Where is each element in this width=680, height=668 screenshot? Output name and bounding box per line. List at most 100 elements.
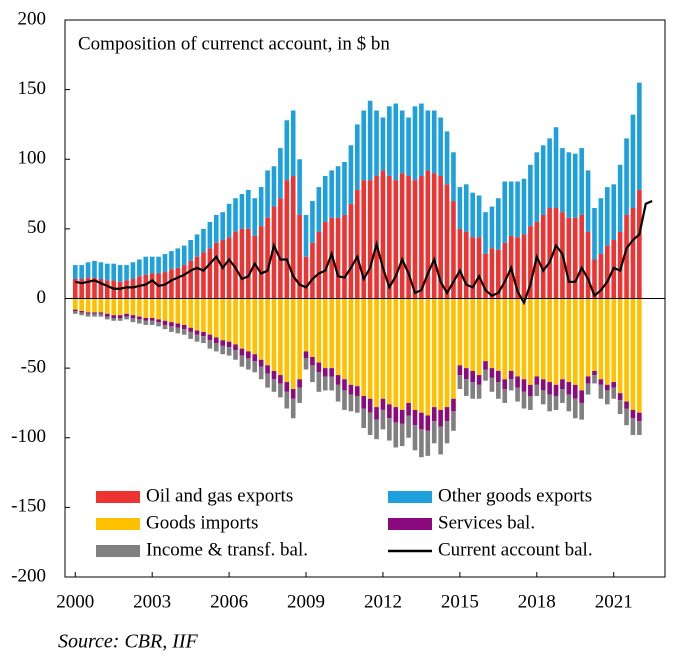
bar-segment (528, 226, 533, 299)
bar-segment (470, 370, 475, 383)
bar-segment (508, 370, 514, 380)
bar-segment (271, 370, 277, 380)
bar-segment (496, 249, 501, 299)
bar-segment (476, 384, 482, 399)
bar-segment (143, 320, 149, 325)
bar-segment (476, 237, 482, 299)
bar-segment (431, 110, 437, 174)
bar-segment (252, 361, 258, 373)
bar-segment (72, 311, 78, 314)
current-account-line (75, 200, 653, 306)
bar-segment (98, 279, 104, 299)
y-tick-label: -100 (11, 426, 46, 447)
bar-segment (284, 298, 290, 383)
bar-segment (246, 298, 251, 352)
bar-segment (483, 369, 488, 381)
bar-segment (175, 327, 181, 334)
bar-segment (233, 350, 238, 360)
bar-segment (239, 194, 245, 229)
bar-segment (98, 298, 104, 313)
bar-segment (572, 398, 578, 419)
bar-segment (335, 298, 341, 376)
bar-segment (406, 402, 411, 416)
bar-segment (444, 184, 450, 299)
bar-segment (213, 298, 219, 338)
y-tick-label: -50 (21, 356, 46, 377)
bar-segment (624, 408, 629, 426)
bar-segment (489, 368, 495, 378)
bar-segment (117, 265, 123, 282)
bar-segment (489, 248, 495, 299)
bar-segment (630, 409, 636, 419)
bar-segment (611, 382, 617, 388)
bar-segment (310, 298, 315, 357)
bar-segment (387, 175, 392, 299)
bar-segment (566, 298, 572, 383)
bar-segment (393, 407, 399, 423)
bar-segment (124, 298, 129, 314)
bar-segment (194, 256, 200, 299)
y-tick-label: 150 (18, 78, 47, 99)
bar-segment (528, 384, 533, 396)
bar-segment (463, 184, 469, 232)
bar-segment (412, 106, 418, 181)
bar-segment (252, 235, 258, 299)
bar-segment (258, 226, 264, 299)
bar-segment (579, 402, 584, 420)
bar-segment (521, 234, 527, 299)
bar-segment (617, 164, 623, 232)
bar-segment (252, 354, 258, 362)
bar-segment (117, 317, 123, 321)
bar-segment (406, 117, 411, 176)
bar-segment (592, 370, 597, 376)
bar-segment (342, 390, 347, 410)
bar-segment (380, 117, 386, 171)
bar-segment (85, 262, 91, 278)
bar-segment (329, 217, 334, 299)
bar-segment (483, 212, 488, 254)
bar-segment (419, 175, 424, 299)
bar-segment (72, 298, 78, 310)
bar-segment (213, 242, 219, 299)
bar-segment (399, 409, 405, 424)
bar-segment (181, 298, 187, 325)
bar-segment (540, 145, 546, 215)
bar-segment (85, 298, 91, 313)
bar-segment (451, 201, 456, 299)
bar-segment (476, 298, 482, 376)
bar-segment (316, 372, 322, 392)
bar-segment (540, 214, 546, 299)
bar-segment (463, 231, 469, 299)
bar-segment (111, 298, 117, 316)
legend-label: Other goods exports (438, 485, 592, 506)
bar-segment (175, 323, 181, 328)
bar-segment (316, 231, 322, 299)
bar-segment (85, 313, 91, 317)
bar-segment (201, 336, 206, 344)
bar-segment (271, 298, 277, 371)
bar-segment (335, 217, 341, 299)
bar-segment (355, 189, 360, 299)
bar-segment (137, 276, 142, 299)
bar-segment (169, 251, 174, 270)
bar-segment (124, 313, 129, 317)
bar-segment (367, 412, 373, 435)
bar-segment (547, 394, 552, 412)
bar-segment (406, 415, 411, 438)
bar-segment (598, 379, 604, 385)
bar-segment (162, 324, 168, 330)
bar-segment (284, 180, 290, 299)
bar-segment (143, 274, 149, 299)
bar-segment (297, 214, 302, 299)
bar-segment (412, 409, 418, 426)
bar-segment (483, 361, 488, 370)
bar-segment (380, 170, 386, 299)
x-tick-label: 2015 (441, 591, 479, 612)
bar-segment (470, 237, 475, 299)
bar-segment (220, 340, 225, 346)
bar-segment (476, 195, 482, 238)
bar-segment (169, 269, 174, 299)
bar-segment (624, 401, 629, 409)
bar-segment (566, 152, 572, 218)
y-tick-label: 50 (27, 217, 46, 238)
